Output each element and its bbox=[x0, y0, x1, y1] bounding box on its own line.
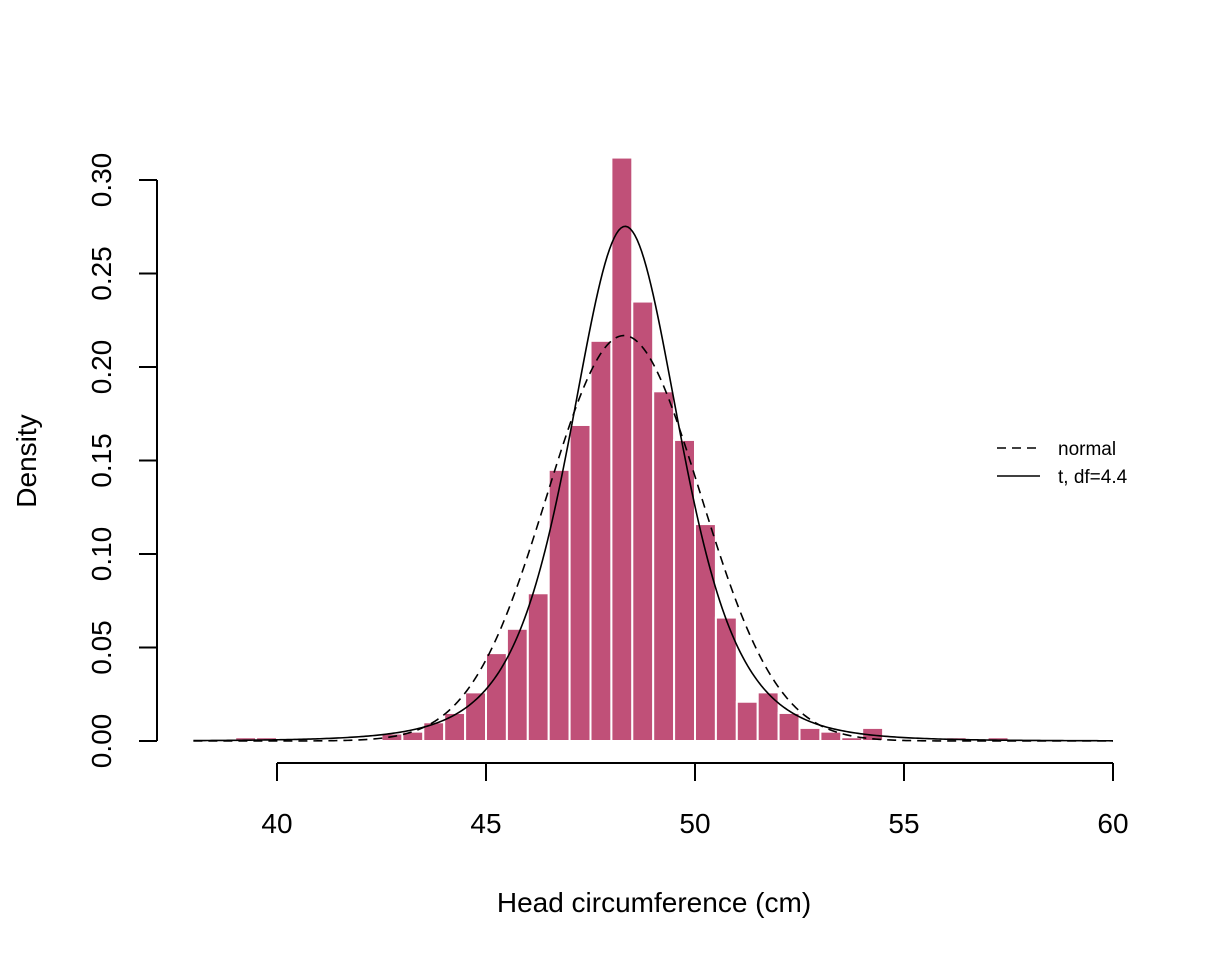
y-tick-label: 0.00 bbox=[86, 714, 117, 769]
x-axis: 40 45 50 55 60 bbox=[261, 762, 1129, 839]
x-tick-label: 40 bbox=[261, 808, 292, 839]
histogram-bar bbox=[422, 721, 446, 742]
x-tick-label: 50 bbox=[679, 808, 710, 839]
histogram-bar bbox=[673, 438, 696, 742]
y-tick-label: 0.25 bbox=[86, 246, 117, 301]
legend-label: normal bbox=[1058, 439, 1116, 460]
histogram-bar bbox=[777, 711, 801, 743]
normal-density-curve bbox=[193, 334, 1113, 742]
histogram-bar bbox=[443, 711, 467, 743]
histogram-bar bbox=[735, 700, 759, 742]
x-tick-label: 45 bbox=[470, 808, 501, 839]
y-axis-title: Density bbox=[11, 414, 42, 507]
y-tick-label: 0.20 bbox=[86, 340, 117, 395]
legend: normal t, df=4.4 bbox=[997, 439, 1128, 488]
y-tick-label: 0.10 bbox=[86, 527, 117, 582]
histogram-bar bbox=[694, 523, 717, 743]
legend-label: t, df=4.4 bbox=[1058, 467, 1128, 488]
histogram-bar bbox=[652, 390, 676, 742]
histogram-bar bbox=[547, 468, 571, 742]
histogram-bar bbox=[798, 726, 822, 742]
histogram-bar bbox=[526, 592, 550, 743]
x-tick-label: 55 bbox=[888, 808, 919, 839]
y-tick-label: 0.30 bbox=[86, 153, 117, 208]
x-tick-label: 60 bbox=[1097, 808, 1128, 839]
histogram-bar bbox=[568, 423, 592, 742]
histogram-bar bbox=[589, 339, 613, 742]
t-density-curve bbox=[193, 225, 1113, 742]
y-axis: 0.00 0.05 0.10 0.15 0.20 0.25 0.30 bbox=[86, 153, 158, 769]
histogram-bar bbox=[819, 730, 843, 743]
y-tick-label: 0.05 bbox=[86, 620, 117, 675]
histogram-bar bbox=[610, 156, 634, 742]
y-tick-label: 0.15 bbox=[86, 433, 117, 488]
x-axis-title: Head circumference (cm) bbox=[497, 887, 811, 918]
histogram-bar bbox=[631, 300, 655, 742]
density-curves bbox=[193, 225, 1113, 742]
histogram-bars bbox=[234, 156, 1010, 743]
histogram-bar bbox=[485, 652, 508, 742]
histogram-bar bbox=[505, 627, 529, 742]
